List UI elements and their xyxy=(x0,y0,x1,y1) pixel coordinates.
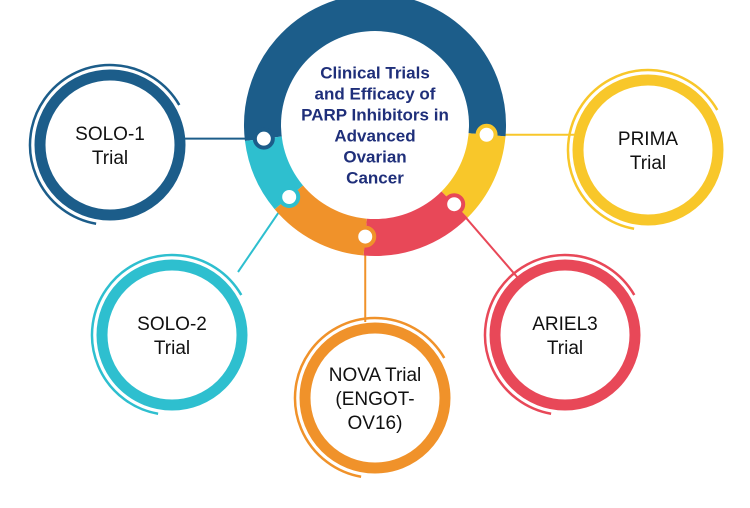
connector-dots xyxy=(252,123,498,248)
title-line: Clinical Trials xyxy=(320,64,430,83)
connector-dot xyxy=(278,185,301,208)
node-outer-arc xyxy=(483,253,636,416)
title-line: and Efficacy of xyxy=(315,85,436,104)
connector-dot xyxy=(354,225,377,248)
node-label: SOLO-2 xyxy=(137,314,207,335)
node-circle xyxy=(489,259,641,411)
node-label: ARIEL3 xyxy=(532,314,597,335)
connector-dot xyxy=(252,127,275,150)
node-label: NOVA Trial xyxy=(329,365,422,386)
connector-dot xyxy=(475,123,498,146)
node-label: Trial xyxy=(547,338,583,359)
title-line: PARP Inhibitors in xyxy=(301,106,449,125)
node-outer-arc xyxy=(90,253,243,416)
node-label: OV16) xyxy=(348,413,403,434)
title-line: Cancer xyxy=(346,169,404,188)
node-label: Trial xyxy=(92,148,128,169)
node-label: (ENGOT- xyxy=(335,389,414,410)
node-circle xyxy=(572,74,724,226)
node-label: SOLO-1 xyxy=(75,124,145,145)
node-label: Trial xyxy=(630,153,666,174)
node-circle xyxy=(34,69,186,221)
node-label: Trial xyxy=(154,338,190,359)
node-label: PRIMA xyxy=(618,129,679,150)
center-title: Clinical Trials and Efficacy of PARP Inhib… xyxy=(301,64,449,188)
connector-dot xyxy=(443,193,466,216)
node-outer-arc xyxy=(293,316,446,479)
node-circle xyxy=(299,322,451,474)
ring-segment xyxy=(244,0,506,141)
title-line: Advanced xyxy=(334,127,415,146)
node-outer-arc xyxy=(28,63,181,226)
node-outer-arc xyxy=(566,68,719,231)
trial-nodes: SOLO-1 Trial PRIMA Trial SOLO-2 Trial ARIEL3 Tr… xyxy=(28,63,724,479)
title-line: Ovarian xyxy=(343,148,406,167)
center-circle xyxy=(281,31,469,219)
node-circle xyxy=(96,259,248,411)
